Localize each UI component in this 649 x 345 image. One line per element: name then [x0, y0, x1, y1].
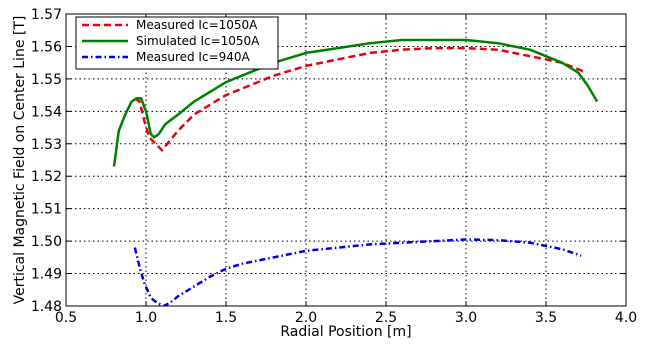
- x-tick-label: 4.0: [615, 310, 637, 326]
- y-tick-label: 1.51: [31, 202, 62, 218]
- legend: Measured Ic=1050A Simulated Ic=1050A Mea…: [75, 16, 279, 70]
- x-tick-label: 3.0: [455, 310, 477, 326]
- series-line-0: [134, 46, 587, 152]
- series-line-1: [112, 38, 599, 167]
- x-axis-label: Radial Position [m]: [280, 324, 411, 340]
- legend-label-simulated-1050: Simulated Ic=1050A: [136, 34, 260, 48]
- x-tick-labels: 0.5 1.0 1.5 2.0 2.5 3.0 3.5 4.0: [55, 310, 637, 326]
- x-tick-label: 2.0: [295, 310, 317, 326]
- y-tick-label: 1.54: [31, 104, 62, 120]
- y-tick-label: 1.48: [31, 299, 62, 315]
- legend-label-measured-1050: Measured Ic=1050A: [136, 18, 258, 32]
- x-tick-label: 1.5: [215, 310, 237, 326]
- series-line-2: [133, 238, 582, 306]
- legend-label-measured-940: Measured Ic=940A: [136, 50, 251, 64]
- y-tick-labels: 1.48 1.49 1.50 1.51 1.52 1.53 1.54 1.55 1.56 1.57: [31, 7, 62, 315]
- y-tick-label: 1.57: [31, 7, 62, 23]
- y-tick-label: 1.49: [31, 267, 62, 283]
- x-tick-label: 1.0: [135, 310, 157, 326]
- x-tick-label: 2.5: [375, 310, 397, 326]
- y-tick-label: 1.53: [31, 137, 62, 153]
- x-tick-label: 0.5: [55, 310, 77, 326]
- y-tick-label: 1.52: [31, 169, 62, 185]
- x-tick-label: 3.5: [535, 310, 557, 326]
- ticks: [65, 13, 627, 307]
- y-tick-label: 1.55: [31, 72, 62, 88]
- y-tick-label: 1.56: [31, 39, 62, 55]
- plot-frame: [65, 13, 627, 307]
- series-layer: [112, 38, 599, 306]
- y-axis-label: Vertical Magnetic Field on Center Line […: [12, 16, 28, 305]
- y-tick-label: 1.50: [31, 234, 62, 250]
